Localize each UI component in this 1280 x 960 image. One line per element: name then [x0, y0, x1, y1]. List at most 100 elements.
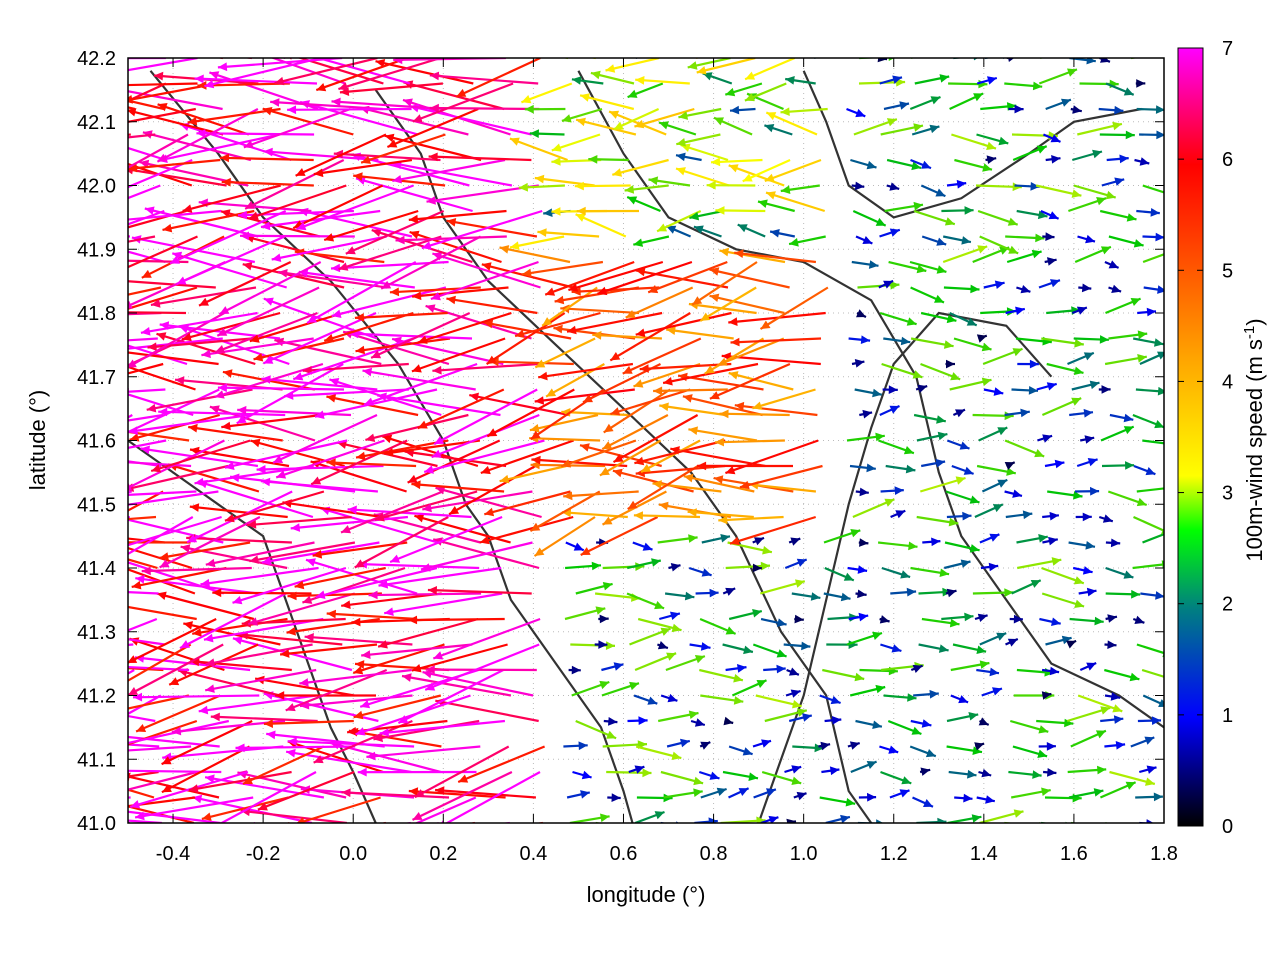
- wind-arrow-shaft: [675, 167, 730, 187]
- wind-arrow-shaft: [313, 719, 413, 764]
- wind-arrow-head: [711, 157, 721, 167]
- wind-arrow-head: [1051, 617, 1061, 626]
- wind-arrow-shaft: [128, 605, 197, 621]
- x-tick-label: -0.4: [156, 843, 190, 865]
- wind-arrow-shaft: [128, 388, 166, 393]
- wind-arrow-head: [1041, 787, 1051, 796]
- wind-arrow-head: [760, 320, 771, 329]
- wind-arrow-head: [302, 595, 313, 604]
- wind-arrow-head: [70, 661, 79, 670]
- wind-arrow-head: [111, 86, 121, 95]
- wind-arrow-shaft: [457, 745, 546, 784]
- wind-arrow-head: [974, 742, 985, 751]
- wind-arrow-head: [1028, 386, 1038, 395]
- wind-arrow-head: [389, 287, 400, 297]
- wind-arrow-shaft: [128, 439, 225, 490]
- wind-arrow-head: [199, 297, 209, 306]
- wind-arrow-head: [840, 592, 851, 602]
- x-tick-label: 0.8: [700, 843, 728, 865]
- wind-arrow-head: [876, 819, 884, 823]
- wind-arrow-head: [647, 696, 658, 705]
- wind-arrow-head: [1071, 397, 1082, 406]
- wind-arrow-shaft: [135, 694, 221, 733]
- wind-arrow-shaft: [1141, 668, 1164, 678]
- wind-arrow-shaft: [448, 465, 536, 516]
- wind-arrow-head: [515, 329, 525, 338]
- wind-arrow-shaft: [430, 260, 539, 301]
- wind-arrow-shaft: [417, 311, 512, 344]
- wind-arrow-head: [599, 467, 610, 476]
- wind-arrow-shaft: [128, 439, 167, 449]
- wind-arrow-head: [379, 728, 390, 737]
- wind-arrow-head: [671, 751, 682, 760]
- wind-arrow-shaft: [179, 123, 292, 162]
- wind-arrow-head: [161, 756, 172, 765]
- wind-arrow-head: [408, 615, 418, 625]
- wind-arrow-head: [894, 486, 904, 495]
- wind-arrow-head: [676, 152, 686, 162]
- wind-arrow-head: [568, 283, 579, 292]
- wind-arrow-head: [588, 155, 598, 164]
- wind-arrow-head: [1087, 458, 1098, 467]
- wind-arrow-shaft: [355, 439, 449, 459]
- wind-arrow-shaft: [209, 405, 316, 442]
- wind-arrow-head: [989, 533, 1000, 542]
- wind-arrow-head: [879, 615, 890, 624]
- wind-arrow-shaft: [514, 311, 601, 338]
- wind-arrow-head: [266, 730, 276, 740]
- wind-arrow-head: [371, 228, 382, 237]
- wind-arrow-head: [610, 407, 621, 416]
- wind-arrow-head: [752, 401, 763, 410]
- wind-arrow-head: [917, 384, 928, 393]
- wind-arrow-head: [658, 501, 669, 511]
- wind-arrow-shaft: [128, 643, 134, 646]
- wind-arrow-head: [1110, 538, 1121, 548]
- wind-arrow-head: [1037, 210, 1048, 220]
- wind-arrow-shaft: [128, 638, 165, 646]
- wind-arrow-head: [209, 405, 220, 414]
- wind-arrow-head: [964, 612, 974, 622]
- wind-arrow-shaft: [128, 719, 230, 745]
- wind-arrow-head: [906, 587, 917, 597]
- wind-arrow-head: [180, 544, 191, 553]
- wind-arrow-head: [680, 738, 690, 748]
- wind-arrow-head: [571, 76, 582, 85]
- wind-arrow-shaft: [128, 643, 192, 682]
- wind-arrow-head: [509, 137, 520, 146]
- wind-arrow-head: [1130, 298, 1141, 306]
- y-tick-label: 41.8: [77, 303, 116, 325]
- wind-arrow-shaft: [221, 180, 314, 187]
- wind-vectors: [5, 58, 1164, 823]
- wind-arrow-head: [422, 503, 432, 513]
- wind-arrow-shaft: [566, 311, 663, 333]
- wind-arrow-head: [663, 793, 673, 803]
- wind-arrow-head: [28, 141, 38, 150]
- wind-arrow-head: [176, 276, 187, 285]
- wind-arrow-shaft: [639, 362, 732, 371]
- wind-arrow-shaft: [128, 82, 167, 103]
- wind-arrow-head: [938, 644, 949, 653]
- wind-arrow-head: [1107, 614, 1117, 623]
- wind-arrow-head: [537, 228, 547, 237]
- wind-arrow-head: [22, 514, 32, 522]
- wind-arrow-shaft: [312, 541, 408, 557]
- wind-arrow-shaft: [131, 566, 227, 588]
- wind-arrow-shaft: [128, 158, 193, 189]
- wind-arrow-head: [901, 822, 903, 823]
- wind-arrow-head: [5, 762, 15, 771]
- wind-arrow-head: [7, 283, 17, 291]
- wind-arrow-head: [913, 201, 923, 211]
- wind-arrow-head: [936, 415, 946, 424]
- wind-arrow-head: [1074, 339, 1084, 348]
- colorbar-tick-label: 3: [1222, 483, 1233, 505]
- wind-arrow-shaft: [326, 395, 419, 417]
- wind-arrow-shaft: [128, 286, 162, 296]
- wind-arrow-head: [737, 224, 748, 233]
- wind-arrow-head: [429, 71, 440, 81]
- wind-arrow-head: [929, 689, 939, 699]
- wind-arrow-head: [200, 578, 210, 588]
- wind-arrow-head: [956, 179, 967, 189]
- wind-arrow-shaft: [529, 413, 599, 432]
- wind-arrow-head: [860, 335, 871, 344]
- wind-arrow-shaft: [1142, 439, 1164, 445]
